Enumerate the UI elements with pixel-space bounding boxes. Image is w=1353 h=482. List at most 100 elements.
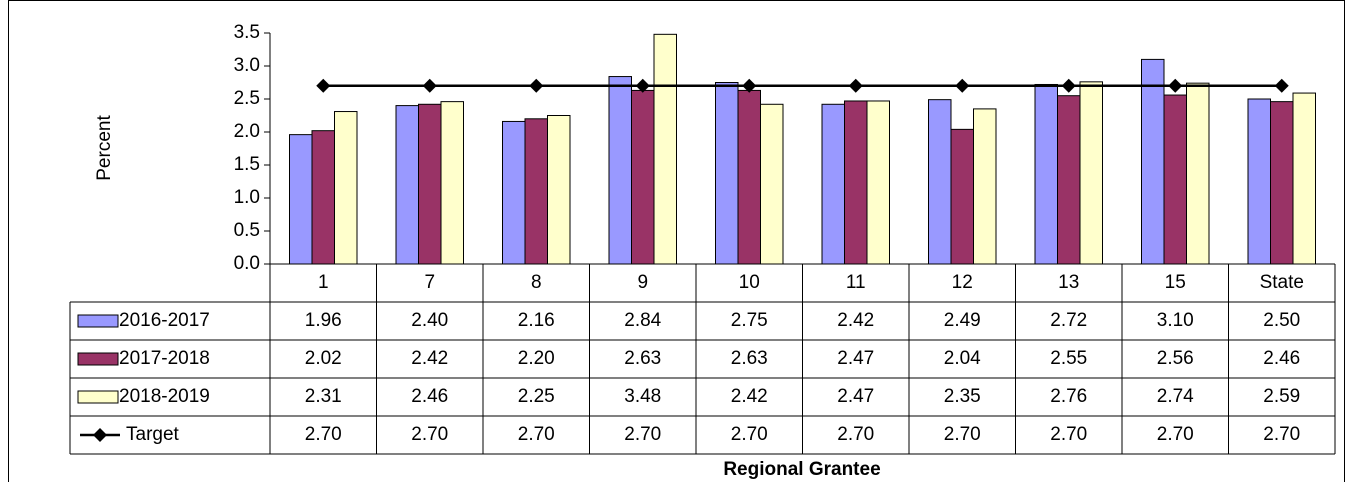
- y-tick-label: 0.0: [234, 253, 260, 274]
- bar: [395, 105, 419, 265]
- x-tick-label: 8: [531, 272, 542, 293]
- target-marker: [848, 78, 863, 93]
- target-marker: [529, 78, 544, 93]
- table-cell: 2.02: [305, 348, 342, 369]
- table-cell: 2.49: [944, 310, 981, 331]
- table-cell: 2.70: [305, 424, 342, 445]
- y-tick-label: 1.5: [234, 154, 260, 175]
- legend-label: 2018-2019: [119, 386, 210, 407]
- legend-label: 2016-2017: [119, 310, 210, 331]
- y-axis-label: Percent: [94, 115, 115, 181]
- table-cell: 2.04: [944, 348, 981, 369]
- table-cell: 3.10: [1157, 310, 1194, 331]
- table-cell: 2.75: [731, 310, 768, 331]
- table-cell: 2.25: [518, 386, 555, 407]
- target-marker: [422, 78, 437, 93]
- bar: [440, 101, 464, 265]
- legend-label: Target: [126, 424, 180, 445]
- x-tick-label: 13: [1058, 272, 1079, 293]
- table-cell: 2.76: [1050, 386, 1087, 407]
- table-cell: 2.70: [837, 424, 874, 445]
- legend-key: [77, 352, 119, 366]
- y-tick-label: 3.0: [234, 55, 260, 76]
- bar: [653, 33, 677, 265]
- table-cell: 3.48: [624, 386, 661, 407]
- table-cell: 2.59: [1263, 386, 1300, 407]
- bar: [821, 103, 845, 265]
- target-marker: [955, 78, 970, 93]
- table-cell: 2.70: [624, 424, 661, 445]
- bar: [1270, 101, 1294, 265]
- y-tick-label: 3.5: [234, 22, 260, 43]
- chart-border: [8, 0, 1345, 482]
- table-cell: 2.56: [1157, 348, 1194, 369]
- bar: [1034, 83, 1058, 265]
- bar: [1292, 92, 1316, 265]
- table-cell: 2.72: [1050, 310, 1087, 331]
- bar: [311, 130, 335, 265]
- table-cell: 2.35: [944, 386, 981, 407]
- table-cell: 2.55: [1050, 348, 1087, 369]
- bar: [1079, 81, 1103, 265]
- table-cell: 2.31: [305, 386, 342, 407]
- table-cell: 2.70: [1157, 424, 1194, 445]
- bar: [1186, 82, 1210, 265]
- table-cell: 2.16: [518, 310, 555, 331]
- table-cell: 2.84: [624, 310, 661, 331]
- table-cell: 2.46: [1263, 348, 1300, 369]
- x-tick-label: 11: [846, 272, 866, 293]
- y-tick-label: 1.0: [234, 187, 260, 208]
- bar: [866, 100, 890, 265]
- target-marker: [635, 78, 650, 93]
- table-cell: 2.70: [518, 424, 555, 445]
- table-cell: 2.70: [731, 424, 768, 445]
- table-cell: 2.42: [411, 348, 448, 369]
- target-marker: [1274, 78, 1289, 93]
- x-tick-label: 1: [318, 272, 329, 293]
- table-cell: 2.70: [944, 424, 981, 445]
- table-cell: 2.63: [624, 348, 661, 369]
- bar: [547, 115, 571, 265]
- table-cell: 2.70: [1263, 424, 1300, 445]
- y-tick-label: 0.5: [234, 220, 260, 241]
- table-cell: 2.40: [411, 310, 448, 331]
- legend-key: [93, 428, 107, 442]
- legend-key: [77, 390, 119, 404]
- x-tick-label: 10: [739, 272, 760, 293]
- table-cell: 2.47: [837, 348, 874, 369]
- x-tick-label: 15: [1165, 272, 1186, 293]
- target-marker: [1061, 78, 1076, 93]
- bar: [1141, 58, 1165, 265]
- table-cell: 2.70: [411, 424, 448, 445]
- table-cell: 2.42: [731, 386, 768, 407]
- x-tick-label: 12: [952, 272, 973, 293]
- y-tick-label: 2.5: [234, 88, 260, 109]
- table-cell: 2.70: [1050, 424, 1087, 445]
- y-tick-label: 2.0: [234, 121, 260, 142]
- table-cell: 1.96: [305, 310, 342, 331]
- x-axis-label: Regional Grantee: [723, 459, 880, 480]
- x-tick-label: 7: [424, 272, 435, 293]
- bar: [928, 99, 952, 265]
- bar: [760, 103, 784, 265]
- target-marker: [742, 78, 757, 93]
- bar: [289, 134, 313, 265]
- x-tick-label: 9: [637, 272, 648, 293]
- table-cell: 2.74: [1157, 386, 1194, 407]
- bar: [608, 76, 632, 265]
- x-tick-label: State: [1260, 272, 1304, 293]
- table-cell: 2.46: [411, 386, 448, 407]
- table-cell: 2.42: [837, 310, 874, 331]
- bar: [715, 82, 739, 265]
- table-cell: 2.50: [1263, 310, 1300, 331]
- legend-key: [77, 314, 119, 328]
- bar: [950, 128, 974, 265]
- target-marker: [316, 78, 331, 93]
- bar: [1163, 94, 1187, 265]
- bar: [631, 89, 655, 265]
- table-cell: 2.47: [837, 386, 874, 407]
- bar: [737, 89, 761, 265]
- bar: [502, 120, 526, 265]
